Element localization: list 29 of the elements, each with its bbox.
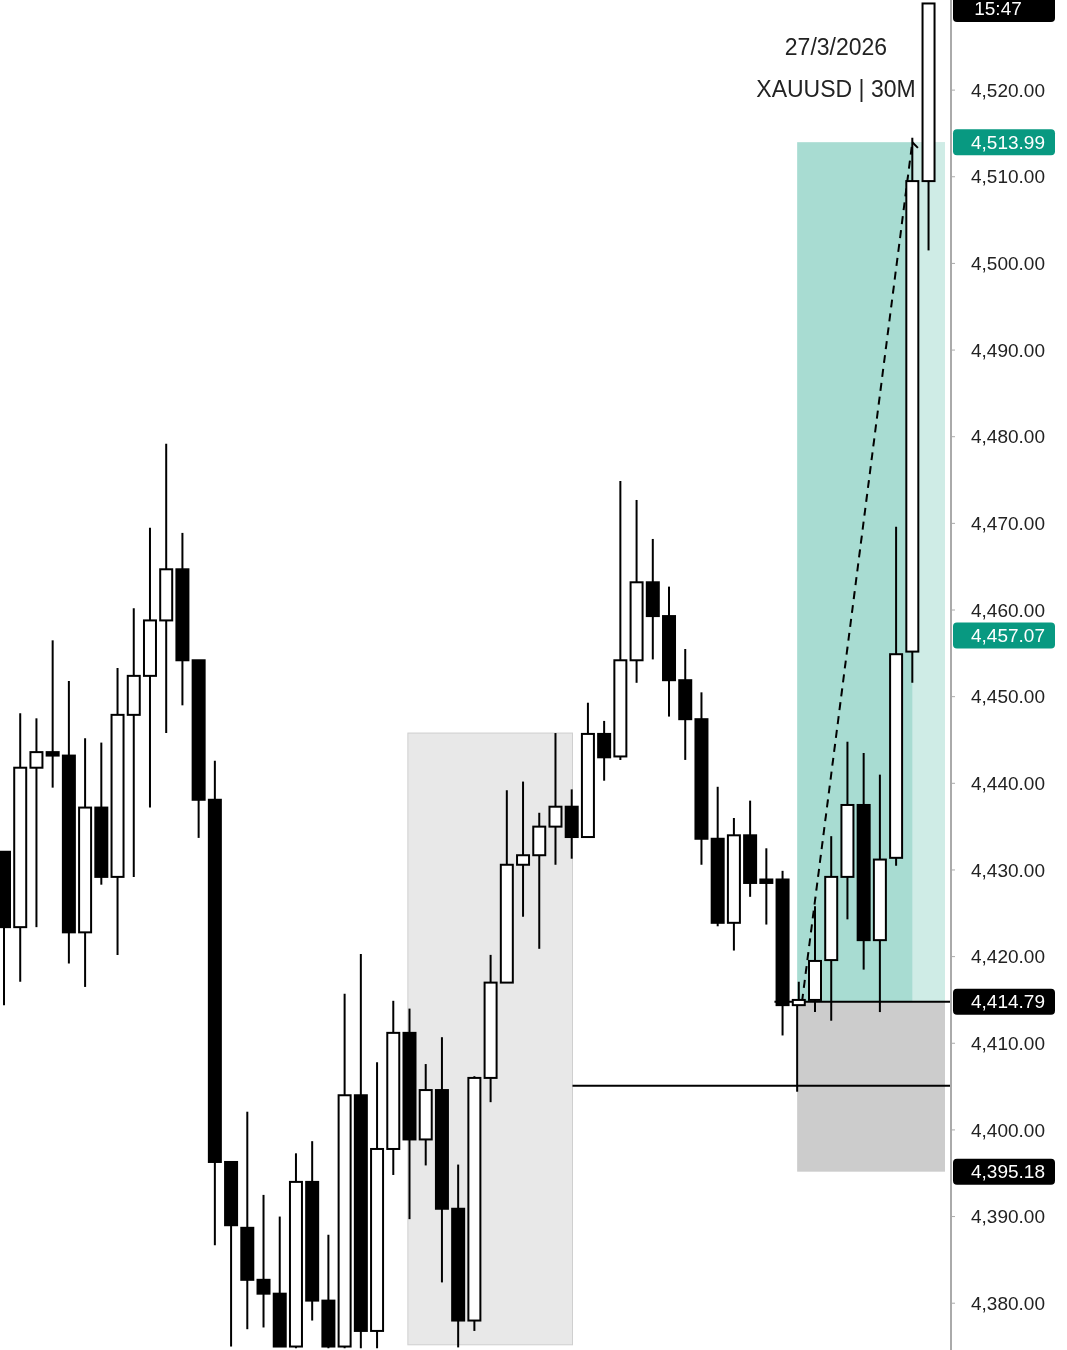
candlestick (759, 847, 774, 926)
y-tick-label: 4,510.00 (971, 166, 1045, 188)
band-label: 4,395.18 (971, 1161, 1045, 1183)
y-tick-label: 4,390.00 (971, 1206, 1045, 1228)
text: 4,457.07 (971, 625, 1045, 647)
annotation: 27/3/2026 (784, 34, 888, 61)
y-tick-label: 4,420.00 (971, 946, 1045, 968)
y-tick-label: 4,490.00 (971, 339, 1045, 361)
y-tick-label: 4,380.00 (971, 1292, 1045, 1314)
y-tick-label: 4,450.00 (971, 686, 1045, 708)
band-label: 4,513.99 (971, 131, 1045, 153)
candlestick (516, 780, 531, 918)
candlestick (256, 1193, 271, 1329)
y-tick-label: 4,500.00 (971, 253, 1045, 275)
y-tick-label: 4,470.00 (971, 513, 1045, 535)
y-tick-label: 4,410.00 (971, 1032, 1045, 1054)
y-tick-label: 4,430.00 (971, 859, 1045, 881)
y-tick-label: 4,400.00 (971, 1119, 1045, 1141)
y-tick-label: 4,440.00 (971, 772, 1045, 794)
annotation: XAUUSD | 30M (756, 76, 916, 103)
y-tick-label: 4,480.00 (971, 426, 1045, 448)
candlestick (597, 719, 612, 782)
text: 15:47 (974, 0, 1022, 19)
y-tick-label: 4,460.00 (971, 599, 1045, 621)
candlestick (548, 732, 563, 866)
ref-line-label: 4,414.79 (971, 991, 1045, 1013)
y-tick-label: 4,520.00 (971, 79, 1045, 101)
candlestick (29, 717, 44, 929)
candlestick (45, 639, 60, 789)
